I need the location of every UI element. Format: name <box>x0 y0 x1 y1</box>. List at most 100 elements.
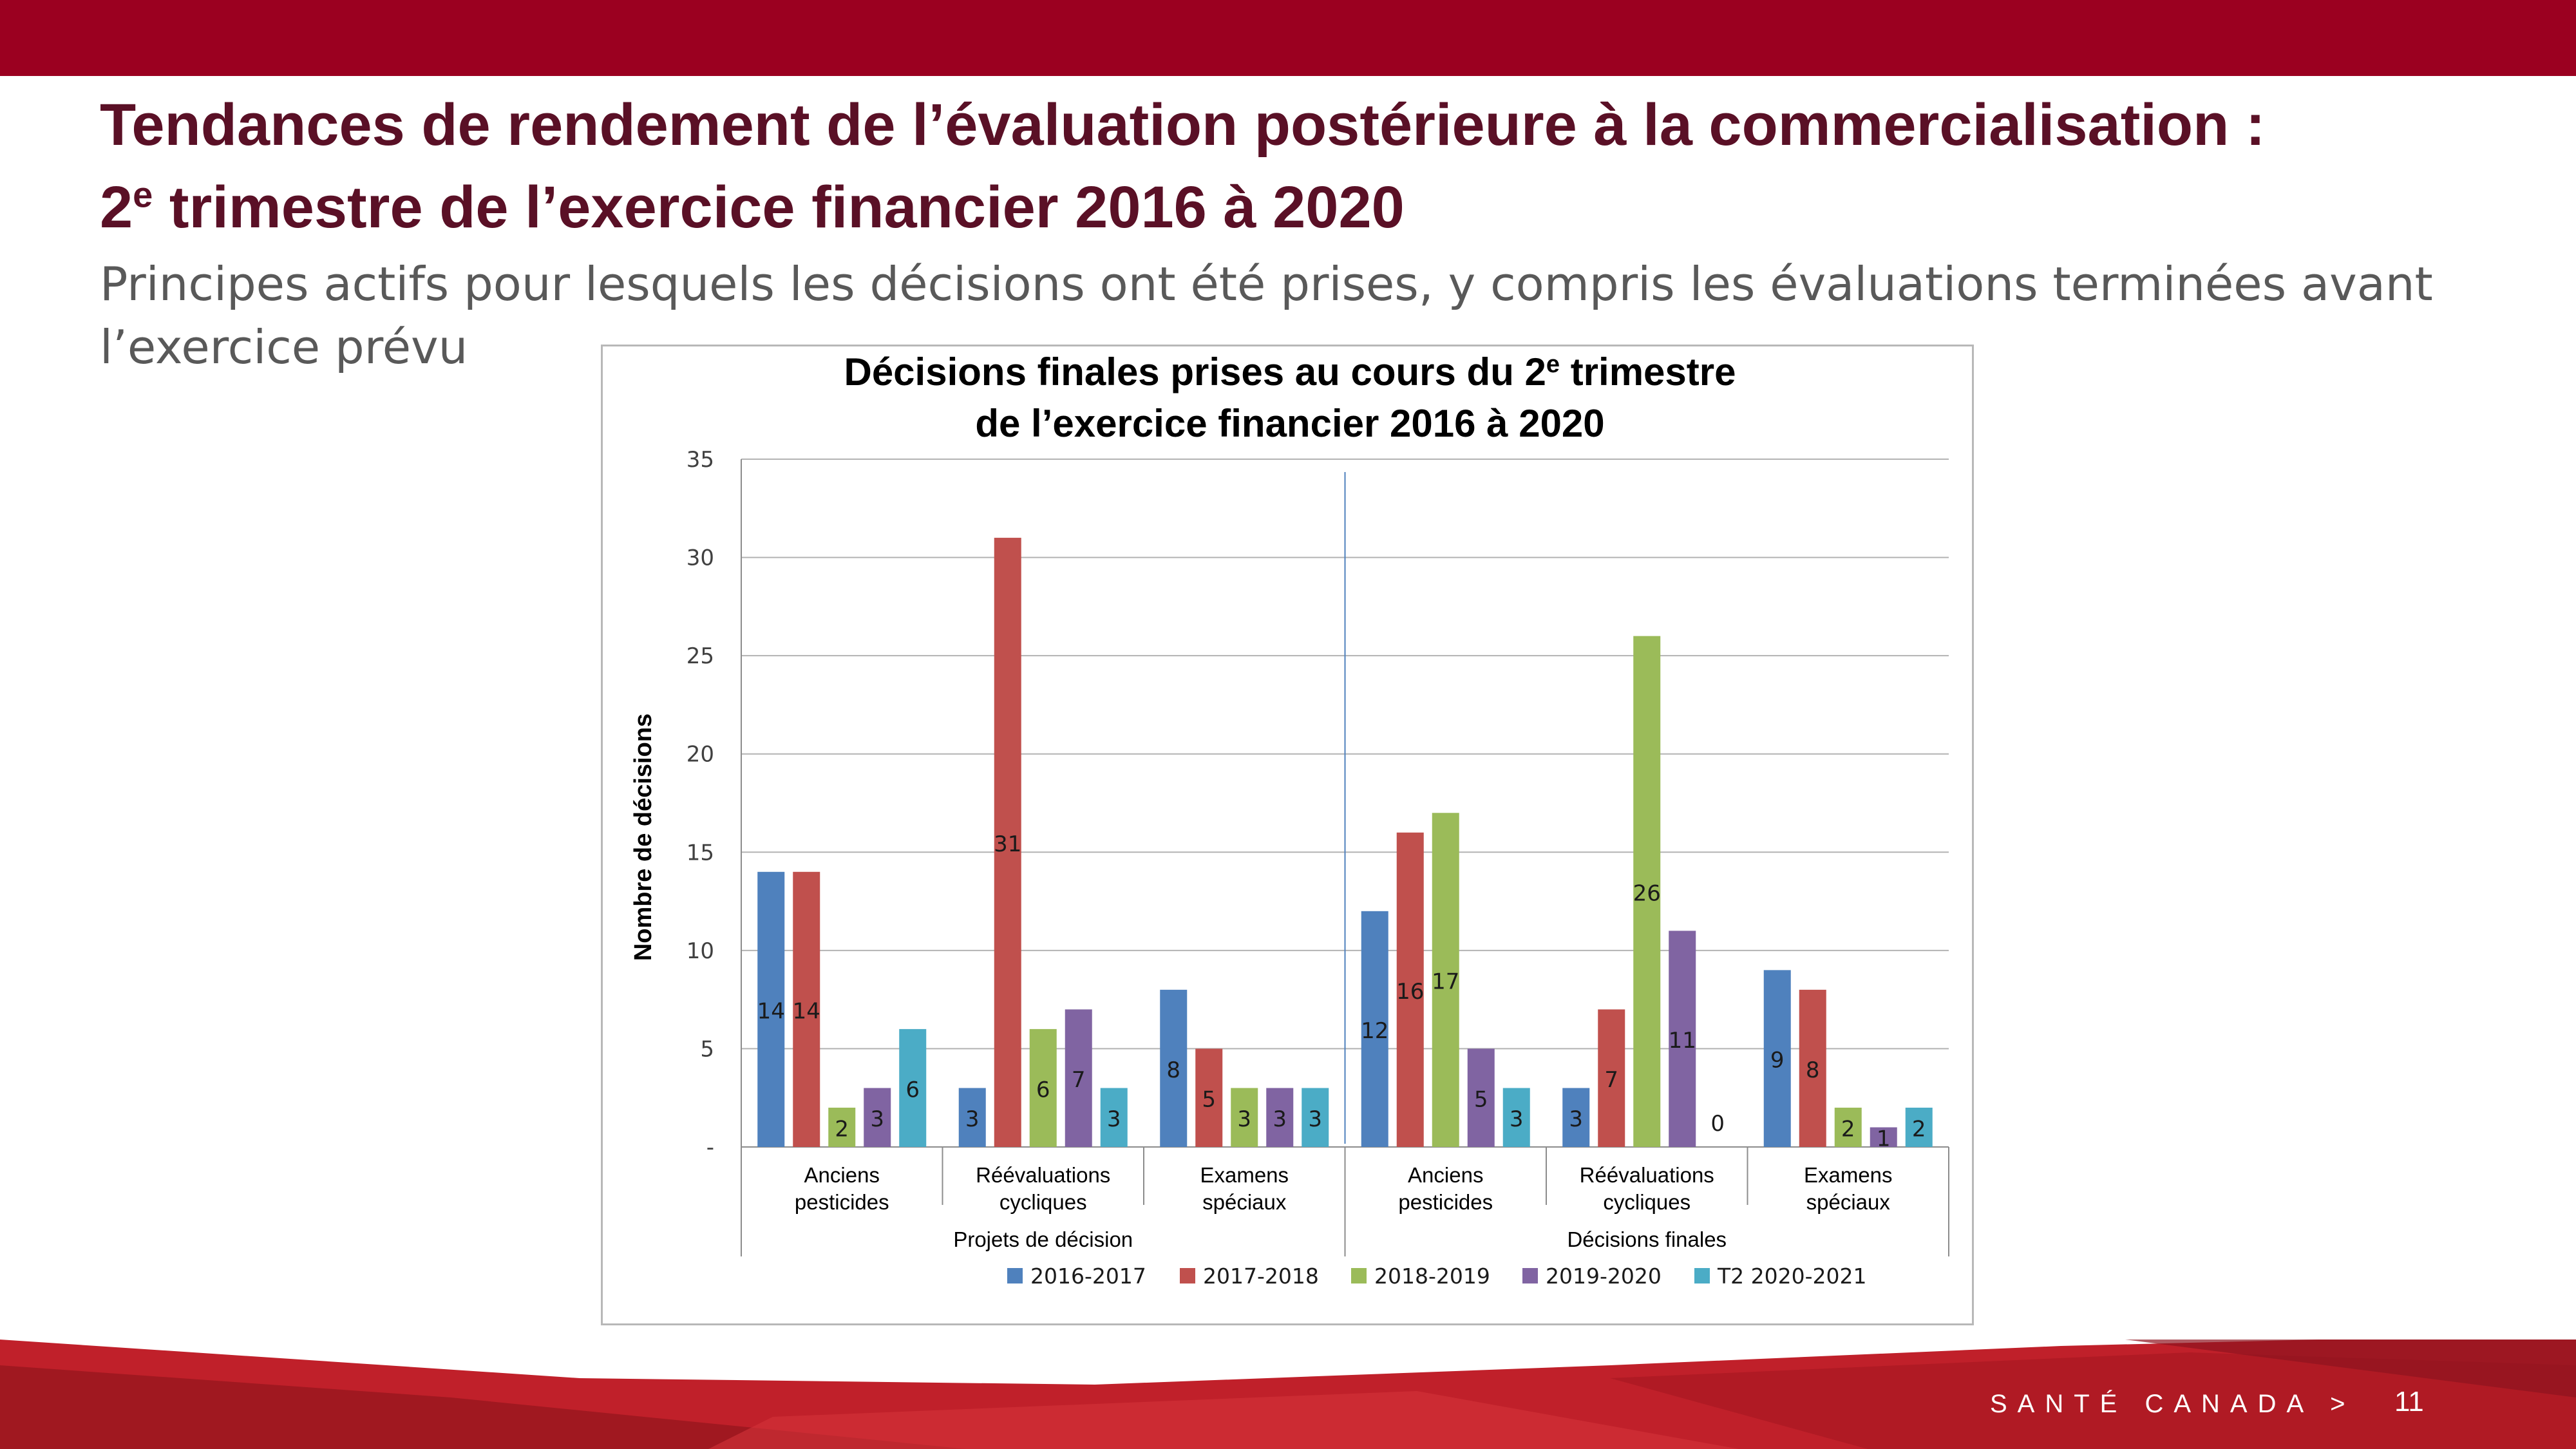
y-tick-label: 25 <box>687 643 714 669</box>
bar-2019-2020 <box>1870 1127 1897 1147</box>
category-label: cycliques <box>999 1190 1087 1214</box>
slide-title-line-2-rest: trimestre de l’exercice financier 2016 à… <box>153 175 1405 240</box>
bar-chart: Décisions finales prises au cours du 2e … <box>630 350 1949 1289</box>
bar-2016-2017 <box>1763 970 1791 1147</box>
bar-2017-2018 <box>994 538 1021 1147</box>
bar-t2-2020-2021 <box>1302 1088 1329 1147</box>
chart-title-line-1-suffix: trimestre <box>1560 350 1736 393</box>
bar-value-label: 6 <box>1036 1077 1050 1103</box>
bar-value-label: 5 <box>1474 1087 1488 1113</box>
bar-value-label: 0 <box>1710 1111 1725 1137</box>
y-tick-label: 10 <box>687 938 714 964</box>
bar-value-label: 3 <box>1569 1106 1583 1132</box>
top-banner <box>0 0 2576 76</box>
bar-2016-2017 <box>1160 989 1188 1147</box>
bar-2018-2019 <box>828 1107 856 1147</box>
category-label: Anciens <box>1408 1163 1483 1187</box>
slide-title-line-1: Tendances de rendement de l’évaluation p… <box>100 92 2266 158</box>
chart-title-line-1-sup: e <box>1546 351 1560 378</box>
bar-t2-2020-2021 <box>1100 1088 1128 1147</box>
bar-value-label: 3 <box>1308 1106 1322 1132</box>
slide-title-line-2-sup: e <box>133 174 153 215</box>
bar-value-label: 2 <box>1841 1116 1855 1142</box>
legend-label: 2017-2018 <box>1203 1264 1319 1289</box>
category-label: Réévaluations <box>976 1163 1110 1187</box>
bar-value-label: 7 <box>1072 1067 1086 1093</box>
bar-t2-2020-2021 <box>1502 1088 1530 1147</box>
bar-value-label: 6 <box>905 1077 920 1103</box>
bar-2017-2018 <box>1195 1048 1223 1147</box>
category-label: Anciens <box>804 1163 880 1187</box>
legend-swatch <box>1007 1268 1023 1283</box>
bar-value-label: 12 <box>1361 1018 1388 1044</box>
bar-2016-2017 <box>1361 911 1388 1147</box>
bar-2018-2019 <box>1432 813 1459 1147</box>
slide-subtitle: Principes actifs pour lesquels les décis… <box>100 257 2433 374</box>
bar-value-label: 16 <box>1396 979 1424 1005</box>
slide-title-line-2-prefix: 2 <box>100 175 133 240</box>
bar-value-label: 1 <box>1877 1126 1891 1152</box>
bar-value-label: 2 <box>835 1116 849 1142</box>
bar-2017-2018 <box>1799 989 1826 1147</box>
legend-label: 2016-2017 <box>1030 1264 1146 1289</box>
page-number: 11 <box>2394 1386 2424 1417</box>
bar-t2-2020-2021 <box>899 1028 927 1147</box>
category-label: pesticides <box>1398 1190 1493 1214</box>
bar-2016-2017 <box>757 871 785 1147</box>
category-label: Examens <box>1804 1163 1893 1187</box>
legend-swatch <box>1351 1268 1367 1283</box>
bar-value-label: 31 <box>994 831 1021 857</box>
bar-value-label: 7 <box>1604 1067 1618 1093</box>
legend-label: 2018-2019 <box>1374 1264 1490 1289</box>
bar-value-label: 3 <box>1237 1106 1251 1132</box>
category-label: pesticides <box>795 1190 889 1214</box>
bar-2016-2017 <box>958 1088 986 1147</box>
bar-2019-2020 <box>1065 1009 1092 1147</box>
bar-2016-2017 <box>1562 1088 1590 1147</box>
category-label: Réévaluations <box>1580 1163 1714 1187</box>
y-tick-label: 15 <box>687 840 714 866</box>
bar-2018-2019 <box>1029 1028 1057 1147</box>
category-label: spéciaux <box>1202 1190 1287 1214</box>
group-label: Décisions finales <box>1567 1227 1727 1251</box>
bar-2018-2019 <box>1231 1088 1258 1147</box>
bar-value-label: 5 <box>1202 1087 1216 1113</box>
y-tick-label: 30 <box>687 545 714 571</box>
bar-value-label: 3 <box>1273 1106 1287 1132</box>
brand-label: SANTÉ CANADA > <box>1990 1390 2356 1418</box>
slide-title: Tendances de rendement de l’évaluation p… <box>100 84 2515 249</box>
bar-value-label: 3 <box>1107 1106 1121 1132</box>
bar-value-label: 17 <box>1432 969 1459 995</box>
chart-title-line-1: Décisions finales prises au cours du 2e … <box>844 350 1736 393</box>
bar-2017-2018 <box>1396 832 1424 1147</box>
bar-2018-2019 <box>1633 636 1661 1147</box>
bar-value-label: 3 <box>1510 1106 1524 1132</box>
bar-2017-2018 <box>1598 1009 1625 1147</box>
footer-banner <box>0 1340 2576 1449</box>
bar-value-label: 3 <box>870 1106 884 1132</box>
bar-value-label: 8 <box>1806 1057 1820 1083</box>
bar-2019-2020 <box>1669 931 1696 1147</box>
bar-value-label: 26 <box>1633 880 1661 906</box>
bar-value-label: 2 <box>1912 1116 1926 1142</box>
y-tick-label: 5 <box>700 1036 714 1062</box>
bar-value-label: 3 <box>965 1106 980 1132</box>
bar-2019-2020 <box>1266 1088 1294 1147</box>
legend-swatch <box>1180 1268 1195 1283</box>
legend-label: T2 2020-2021 <box>1717 1264 1867 1289</box>
legend-swatch <box>1522 1268 1538 1283</box>
group-label: Projets de décision <box>953 1227 1133 1251</box>
y-tick-label: - <box>706 1135 714 1160</box>
bar-value-label: 11 <box>1669 1028 1696 1054</box>
category-label: Examens <box>1200 1163 1289 1187</box>
y-tick-label: 35 <box>687 447 714 473</box>
bar-2018-2019 <box>1834 1107 1862 1147</box>
legend: 2016-2017 2017-2018 2018-2019 2019-2020 T2 2… <box>1007 1264 1867 1289</box>
legend-label: 2019-2020 <box>1546 1264 1662 1289</box>
bars <box>757 538 1933 1147</box>
category-label: cycliques <box>1603 1190 1690 1214</box>
chart-title-line-2: de l’exercice financier 2016 à 2020 <box>975 402 1604 445</box>
bar-t2-2020-2021 <box>1905 1107 1933 1147</box>
